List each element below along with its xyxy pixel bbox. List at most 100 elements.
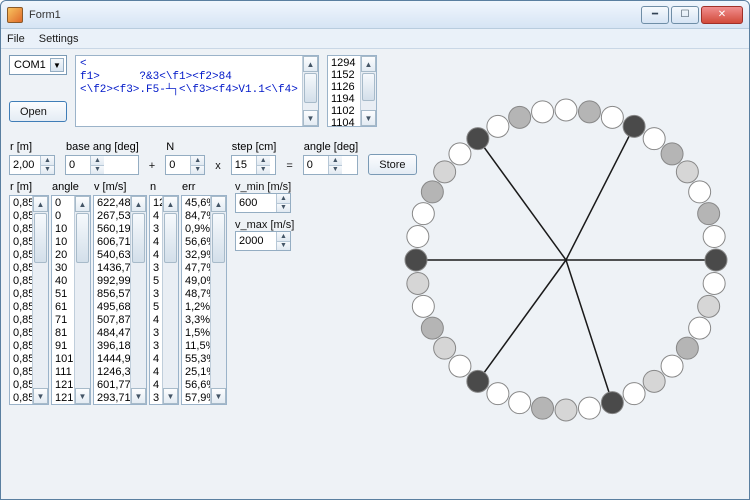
scrollbar[interactable]: ▲ ▼: [210, 196, 226, 404]
list-item[interactable]: 622,48: [97, 197, 127, 210]
spin-down-icon[interactable]: ▼: [40, 166, 54, 175]
list-item[interactable]: 396,18: [97, 340, 127, 353]
list-item[interactable]: 0,85: [13, 275, 29, 288]
list-item[interactable]: 1104: [331, 117, 357, 126]
list-item[interactable]: 1194: [331, 93, 357, 105]
scrollbar[interactable]: ▲ ▼: [360, 56, 376, 126]
col-list-n[interactable]: 12434435354334443 ▲ ▼: [149, 195, 179, 405]
list-item[interactable]: 40: [55, 275, 71, 288]
list-item[interactable]: 0,9%: [185, 223, 207, 236]
col-list-err[interactable]: 45,6%84,7%0,9%56,6%32,9%47,7%49,0%48,7%1…: [181, 195, 227, 405]
scrollbar[interactable]: ▲ ▼: [32, 196, 48, 404]
scrollbar[interactable]: ▲ ▼: [162, 196, 178, 404]
list-item[interactable]: 55,3%: [185, 353, 207, 366]
list-item[interactable]: 25,1%: [185, 366, 207, 379]
menu-file[interactable]: File: [7, 33, 25, 45]
list-item[interactable]: 71: [55, 314, 71, 327]
base-ang-spinner[interactable]: ▲▼: [65, 155, 139, 175]
list-item[interactable]: 12: [153, 197, 159, 210]
list-item[interactable]: 4: [153, 366, 159, 379]
list-item[interactable]: 20: [55, 249, 71, 262]
list-item[interactable]: 4: [153, 314, 159, 327]
scrollbar[interactable]: ▲ ▼: [302, 56, 318, 126]
list-item[interactable]: 4: [153, 353, 159, 366]
base-ang-input[interactable]: [66, 156, 90, 174]
list-item[interactable]: 11,5%: [185, 340, 207, 353]
list-item[interactable]: 1294: [331, 57, 357, 69]
scrollbar[interactable]: ▲ ▼: [130, 196, 146, 404]
list-item[interactable]: 81: [55, 327, 71, 340]
list-item[interactable]: 3: [153, 327, 159, 340]
list-item[interactable]: 10: [55, 223, 71, 236]
vmax-input[interactable]: [236, 232, 276, 250]
list-item[interactable]: 51: [55, 288, 71, 301]
list-item[interactable]: 1152: [331, 69, 357, 81]
list-item[interactable]: 5: [153, 275, 159, 288]
list-item[interactable]: 4: [153, 236, 159, 249]
vmin-input[interactable]: [236, 194, 276, 212]
vmin-spinner[interactable]: ▲▼: [235, 193, 291, 213]
list-item[interactable]: 5: [153, 301, 159, 314]
list-item[interactable]: 495,68: [97, 301, 127, 314]
value-list[interactable]: 129411521126119411021104 ▲ ▼: [327, 55, 377, 127]
list-item[interactable]: 32,9%: [185, 249, 207, 262]
list-item[interactable]: 601,77: [97, 379, 127, 392]
list-item[interactable]: 0,85: [13, 366, 29, 379]
list-item[interactable]: 507,87: [97, 314, 127, 327]
step-spinner[interactable]: ▲▼: [231, 155, 277, 175]
list-item[interactable]: 1246,3: [97, 366, 127, 379]
list-item[interactable]: 3: [153, 288, 159, 301]
list-item[interactable]: 0,85: [13, 379, 29, 392]
list-item[interactable]: 47,7%: [185, 262, 207, 275]
maximize-button[interactable]: ☐: [671, 6, 699, 24]
list-item[interactable]: 0,85: [13, 223, 29, 236]
list-item[interactable]: 1126: [331, 81, 357, 93]
list-item[interactable]: 49,0%: [185, 275, 207, 288]
col-list-angle[interactable]: 0010102030405161718191101111121121 ▲ ▼: [51, 195, 91, 405]
list-item[interactable]: 10: [55, 236, 71, 249]
list-item[interactable]: 61: [55, 301, 71, 314]
r-input[interactable]: [10, 156, 40, 174]
list-item[interactable]: 540,63: [97, 249, 127, 262]
list-item[interactable]: 84,7%: [185, 210, 207, 223]
list-item[interactable]: 1,2%: [185, 301, 207, 314]
list-item[interactable]: 56,6%: [185, 236, 207, 249]
list-item[interactable]: 856,57: [97, 288, 127, 301]
list-item[interactable]: 0,85: [13, 249, 29, 262]
list-item[interactable]: 0,85: [13, 327, 29, 340]
list-item[interactable]: 560,19: [97, 223, 127, 236]
list-item[interactable]: 0: [55, 210, 71, 223]
list-item[interactable]: 101: [55, 353, 71, 366]
list-item[interactable]: 56,6%: [185, 379, 207, 392]
r-spinner[interactable]: ▲▼: [9, 155, 55, 175]
spin-up-icon[interactable]: ▲: [40, 156, 54, 166]
scrollbar[interactable]: ▲ ▼: [74, 196, 90, 404]
list-item[interactable]: 0,85: [13, 197, 29, 210]
minimize-button[interactable]: ━: [641, 6, 669, 24]
list-item[interactable]: 3: [153, 223, 159, 236]
list-item[interactable]: 0: [55, 197, 71, 210]
open-button[interactable]: Open: [9, 101, 67, 122]
list-item[interactable]: 0,85: [13, 210, 29, 223]
list-item[interactable]: 48,7%: [185, 288, 207, 301]
list-item[interactable]: 111: [55, 366, 71, 379]
list-item[interactable]: 3,3%: [185, 314, 207, 327]
scroll-down-icon[interactable]: ▼: [303, 110, 318, 126]
list-item[interactable]: 4: [153, 379, 159, 392]
list-item[interactable]: 1,5%: [185, 327, 207, 340]
list-item[interactable]: 992,99: [97, 275, 127, 288]
angle-input[interactable]: [304, 156, 328, 174]
list-item[interactable]: 0,85: [13, 288, 29, 301]
scroll-down-icon[interactable]: ▼: [361, 110, 376, 126]
list-item[interactable]: 484,47: [97, 327, 127, 340]
list-item[interactable]: 293,71: [97, 392, 127, 404]
close-button[interactable]: ✕: [701, 6, 743, 24]
list-item[interactable]: 0,85: [13, 353, 29, 366]
list-item[interactable]: 121: [55, 379, 71, 392]
list-item[interactable]: 3: [153, 392, 159, 404]
scroll-thumb[interactable]: [304, 73, 317, 103]
list-item[interactable]: 606,71: [97, 236, 127, 249]
serial-output[interactable]: < f1> ?&3<\f1><f2>84 <\f2><f3>.F5-┴┐<\f3…: [75, 55, 319, 127]
col-list-v[interactable]: 622,48267,53560,19606,71540,631436,7992,…: [93, 195, 147, 405]
step-input[interactable]: [232, 156, 256, 174]
